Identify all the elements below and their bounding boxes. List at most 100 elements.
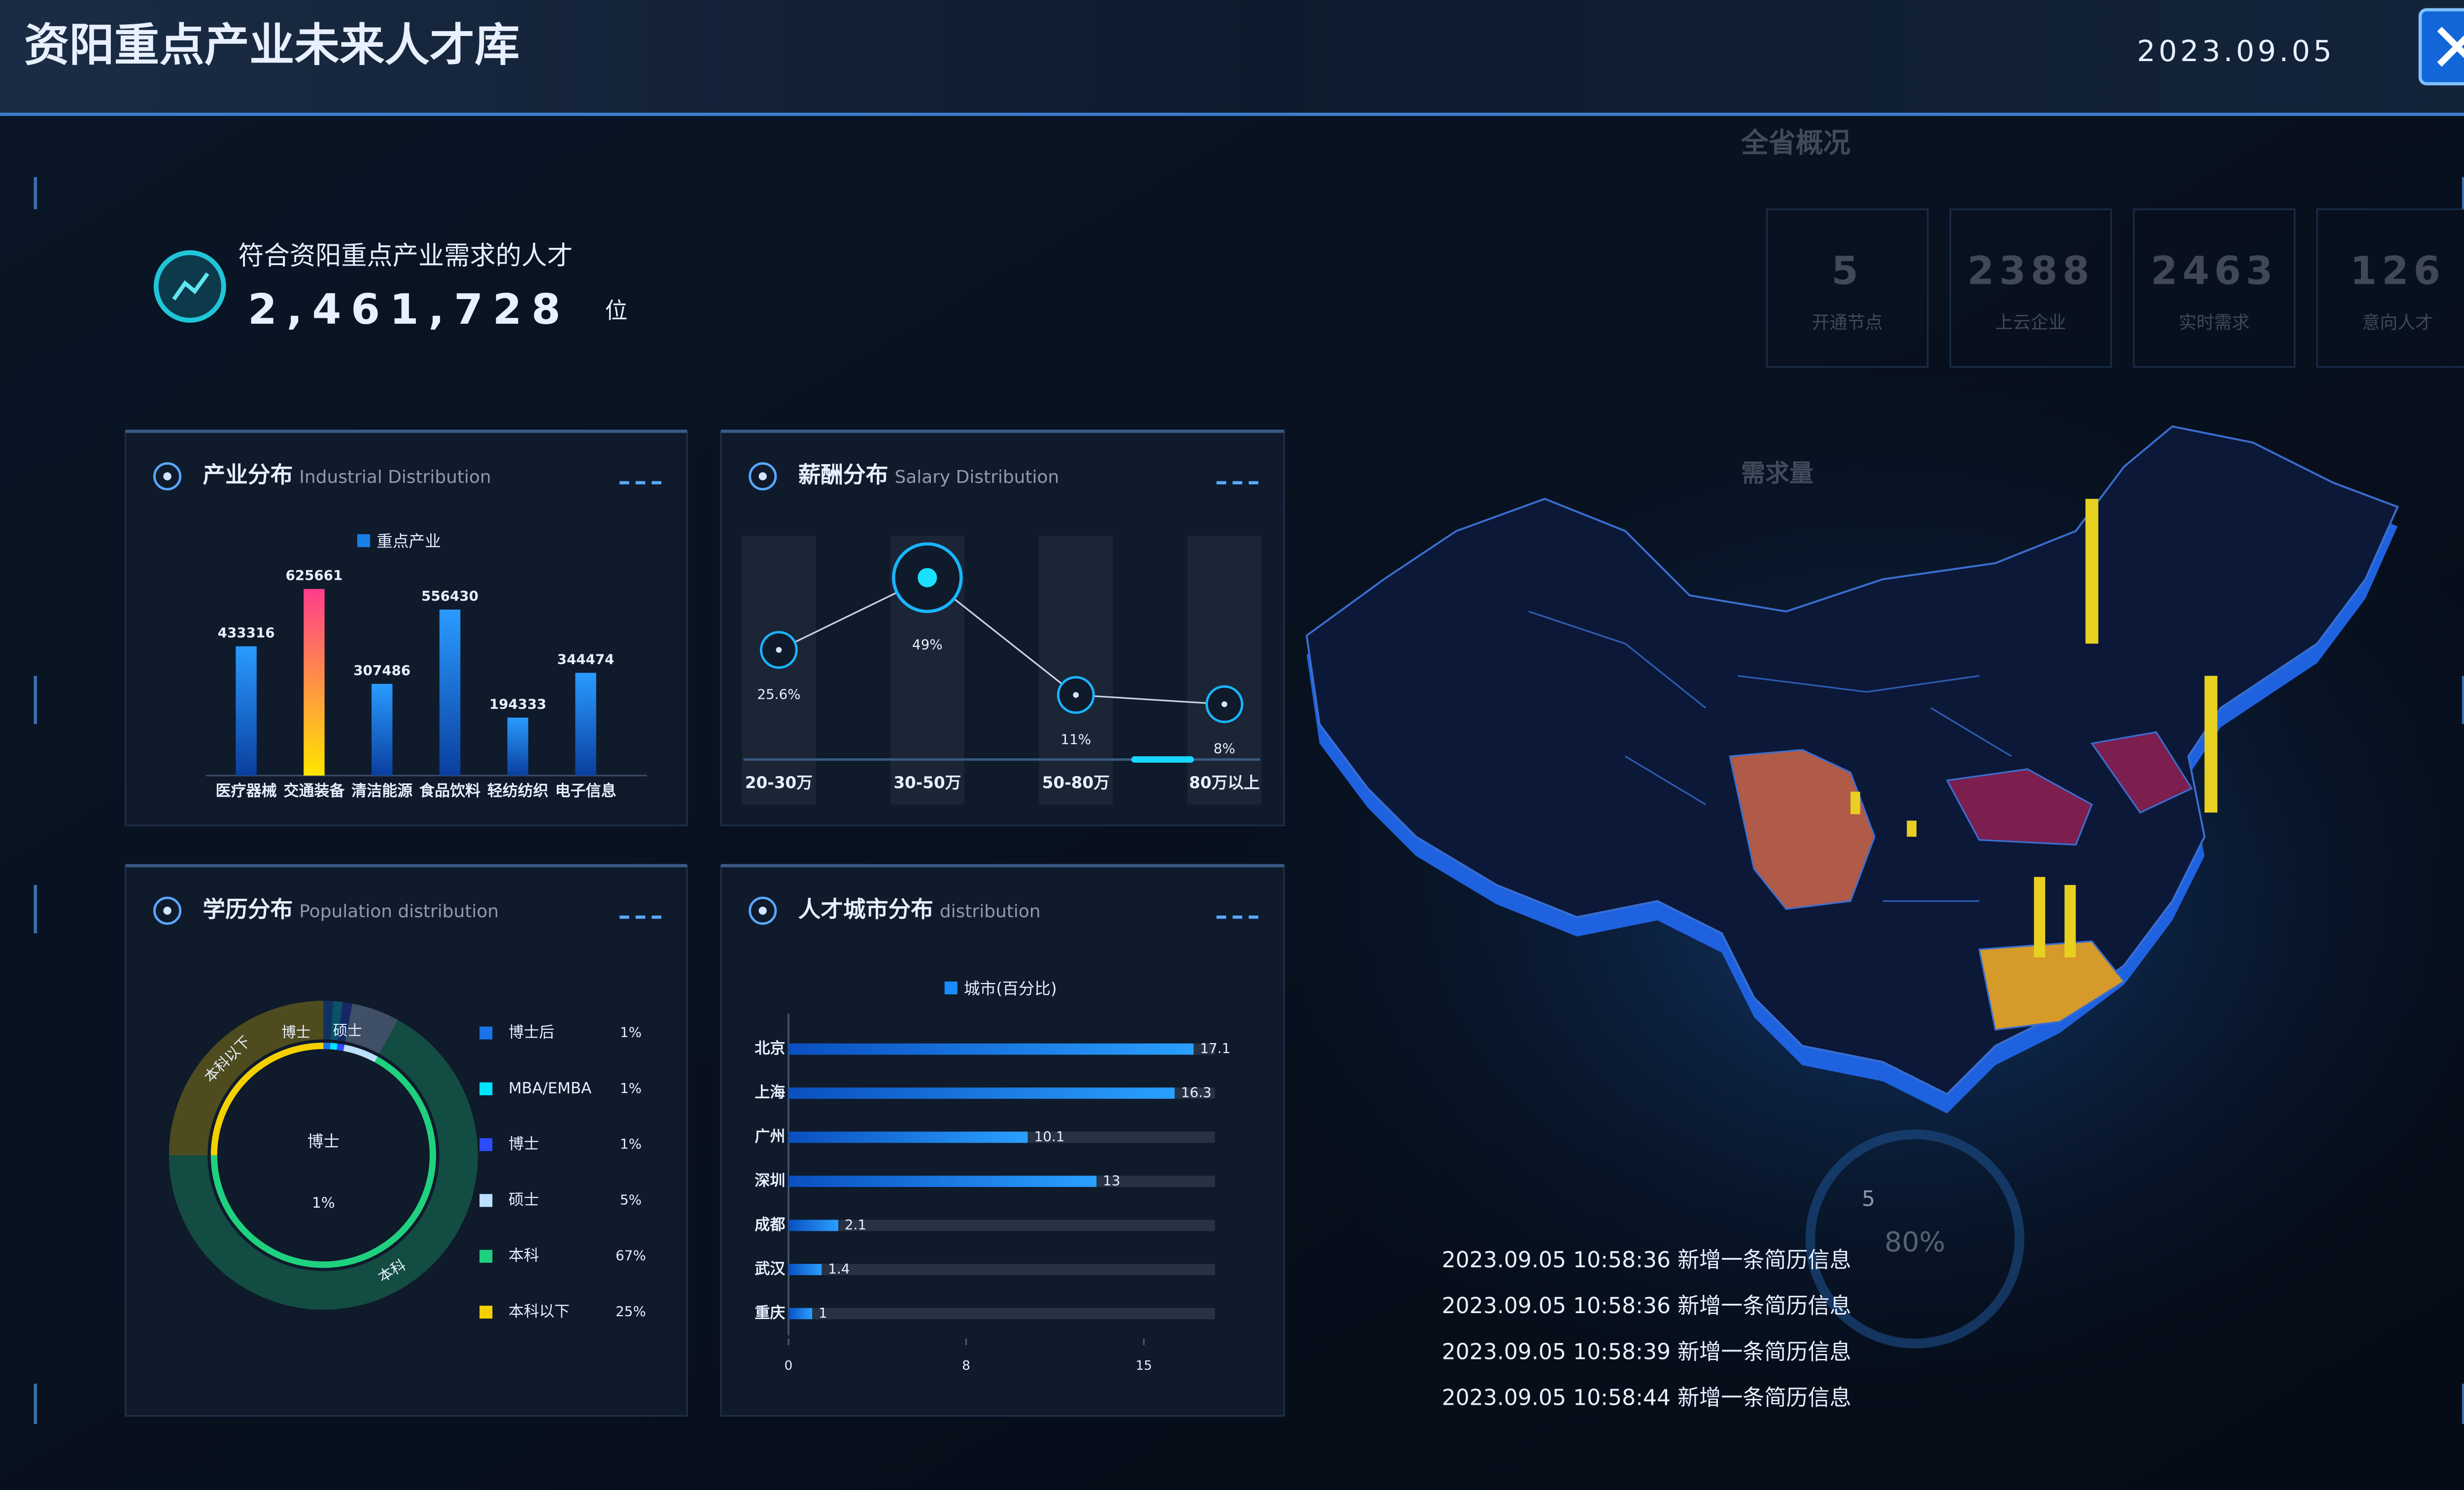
ring-band xyxy=(344,1003,398,1054)
category-label: 重庆 xyxy=(754,1304,785,1322)
ring-arc xyxy=(330,1043,338,1050)
stat-label: 上云企业 xyxy=(1995,312,2066,333)
legend-value: 5% xyxy=(620,1191,642,1208)
header-bar xyxy=(0,0,2464,116)
ring-arc xyxy=(210,1056,436,1268)
province-highlight xyxy=(1946,768,2093,846)
bar xyxy=(788,1219,838,1231)
map-pin xyxy=(2034,877,2046,958)
bar xyxy=(439,610,461,776)
stat-box xyxy=(1766,208,1929,368)
category-label: 上海 xyxy=(754,1084,785,1102)
point-dot xyxy=(776,647,782,653)
column-band xyxy=(1039,536,1113,805)
value-label: 10.1 xyxy=(1034,1128,1065,1145)
map-pin xyxy=(1907,820,1916,837)
bar-track xyxy=(788,1264,1215,1275)
value-label: 13 xyxy=(1103,1173,1120,1189)
category-label: 广州 xyxy=(754,1128,785,1146)
panel-subtitle: distribution xyxy=(940,902,1041,922)
summary-icon-glyph xyxy=(172,272,209,301)
x-tick-label: 80万以上 xyxy=(1189,773,1260,792)
gauge-ring xyxy=(1805,1129,2024,1349)
bar-track xyxy=(788,1308,1215,1320)
category-label: 成都 xyxy=(754,1216,785,1234)
summary-unit: 位 xyxy=(605,298,628,324)
value-label: 1 xyxy=(819,1305,827,1321)
province-borders xyxy=(1528,610,2012,902)
value-label: 344474 xyxy=(557,651,615,667)
panel-icon-dot xyxy=(758,907,767,915)
bar xyxy=(788,1131,1028,1143)
legend-swatch xyxy=(479,1082,493,1095)
province-highlight xyxy=(1729,749,1876,910)
column-band xyxy=(742,536,816,805)
panel-title: 产业分布 xyxy=(203,462,293,488)
stat-label: 意向人才 xyxy=(2362,312,2433,333)
x-tick-label: 轻纺纺织 xyxy=(487,782,548,800)
close-button[interactable] xyxy=(2418,8,2464,86)
x-tick-label: 医疗器械 xyxy=(216,782,277,800)
value-label: 433316 xyxy=(218,625,275,641)
value-label: 307486 xyxy=(353,662,411,678)
close-icon[interactable] xyxy=(2437,27,2464,67)
value-label: 11% xyxy=(1061,731,1091,747)
panel-icon xyxy=(749,462,777,491)
x-tick-label: 50-80万 xyxy=(1042,773,1110,792)
stat-value: 5 xyxy=(1831,249,1863,294)
value-label: 556430 xyxy=(421,588,479,604)
page-title: 资阳重点产业未来人才库 xyxy=(24,19,519,71)
panel-icon xyxy=(153,896,182,925)
ring-arc xyxy=(343,1045,378,1062)
legend-label: 博士 xyxy=(509,1135,539,1153)
panel-icon-dot xyxy=(163,472,171,480)
map-pin xyxy=(1850,791,1860,814)
ring-arc xyxy=(337,1043,345,1051)
ring-band xyxy=(330,1001,343,1041)
x-tick-label: 0 xyxy=(785,1358,793,1373)
legend-label: 本科以下 xyxy=(509,1303,570,1321)
value-label: 8% xyxy=(1214,741,1235,757)
gauge-percent: 80% xyxy=(1884,1226,1945,1258)
ring-band xyxy=(169,1019,478,1310)
map-land xyxy=(1305,425,2399,1095)
stat-label: 开通节点 xyxy=(1812,312,1883,333)
panel-icon xyxy=(749,896,777,925)
bar xyxy=(788,1087,1175,1099)
panel-icon-dot xyxy=(163,907,171,915)
value-label: 16.3 xyxy=(1181,1084,1212,1101)
map-pin xyxy=(2204,676,2218,813)
ring-arc xyxy=(210,1043,324,1155)
bar-track xyxy=(788,1219,1215,1231)
date: 2023.09.05 xyxy=(2137,34,2335,68)
legend-label: 本科 xyxy=(509,1247,539,1265)
stat-box xyxy=(2316,208,2464,368)
value-label: 25.6% xyxy=(757,686,800,702)
legend-label: 硕士 xyxy=(509,1191,539,1209)
panel-title: 学历分布 xyxy=(203,896,293,922)
close-button-box[interactable] xyxy=(2418,8,2464,86)
panel-subtitle: Salary Distribution xyxy=(894,467,1059,487)
x-tick-label: 清洁能源 xyxy=(351,782,412,800)
feed-line: 2023.09.05 10:58:39 新增一条简历信息 xyxy=(1442,1339,1851,1364)
point-dot xyxy=(918,568,937,587)
legend-value: 1% xyxy=(620,1080,642,1096)
x-tick-label: 20-30万 xyxy=(745,773,813,792)
ring-band xyxy=(338,1002,353,1042)
summary-value: 2,461,728 xyxy=(248,285,570,334)
legend-value: 25% xyxy=(616,1303,646,1320)
stat-value: 2388 xyxy=(1967,249,2094,294)
column-band xyxy=(1187,536,1262,805)
map xyxy=(1305,425,2399,1114)
category-label: 武汉 xyxy=(754,1260,786,1278)
point-dot xyxy=(1073,692,1079,698)
stat-label: 实时需求 xyxy=(2179,312,2250,333)
legend-label: 城市(百分比) xyxy=(964,979,1057,998)
category-label: 北京 xyxy=(754,1040,785,1057)
stat-value: 2463 xyxy=(2151,249,2277,294)
legend-label: MBA/EMBA xyxy=(509,1080,592,1097)
value-label: 2.1 xyxy=(845,1217,866,1233)
